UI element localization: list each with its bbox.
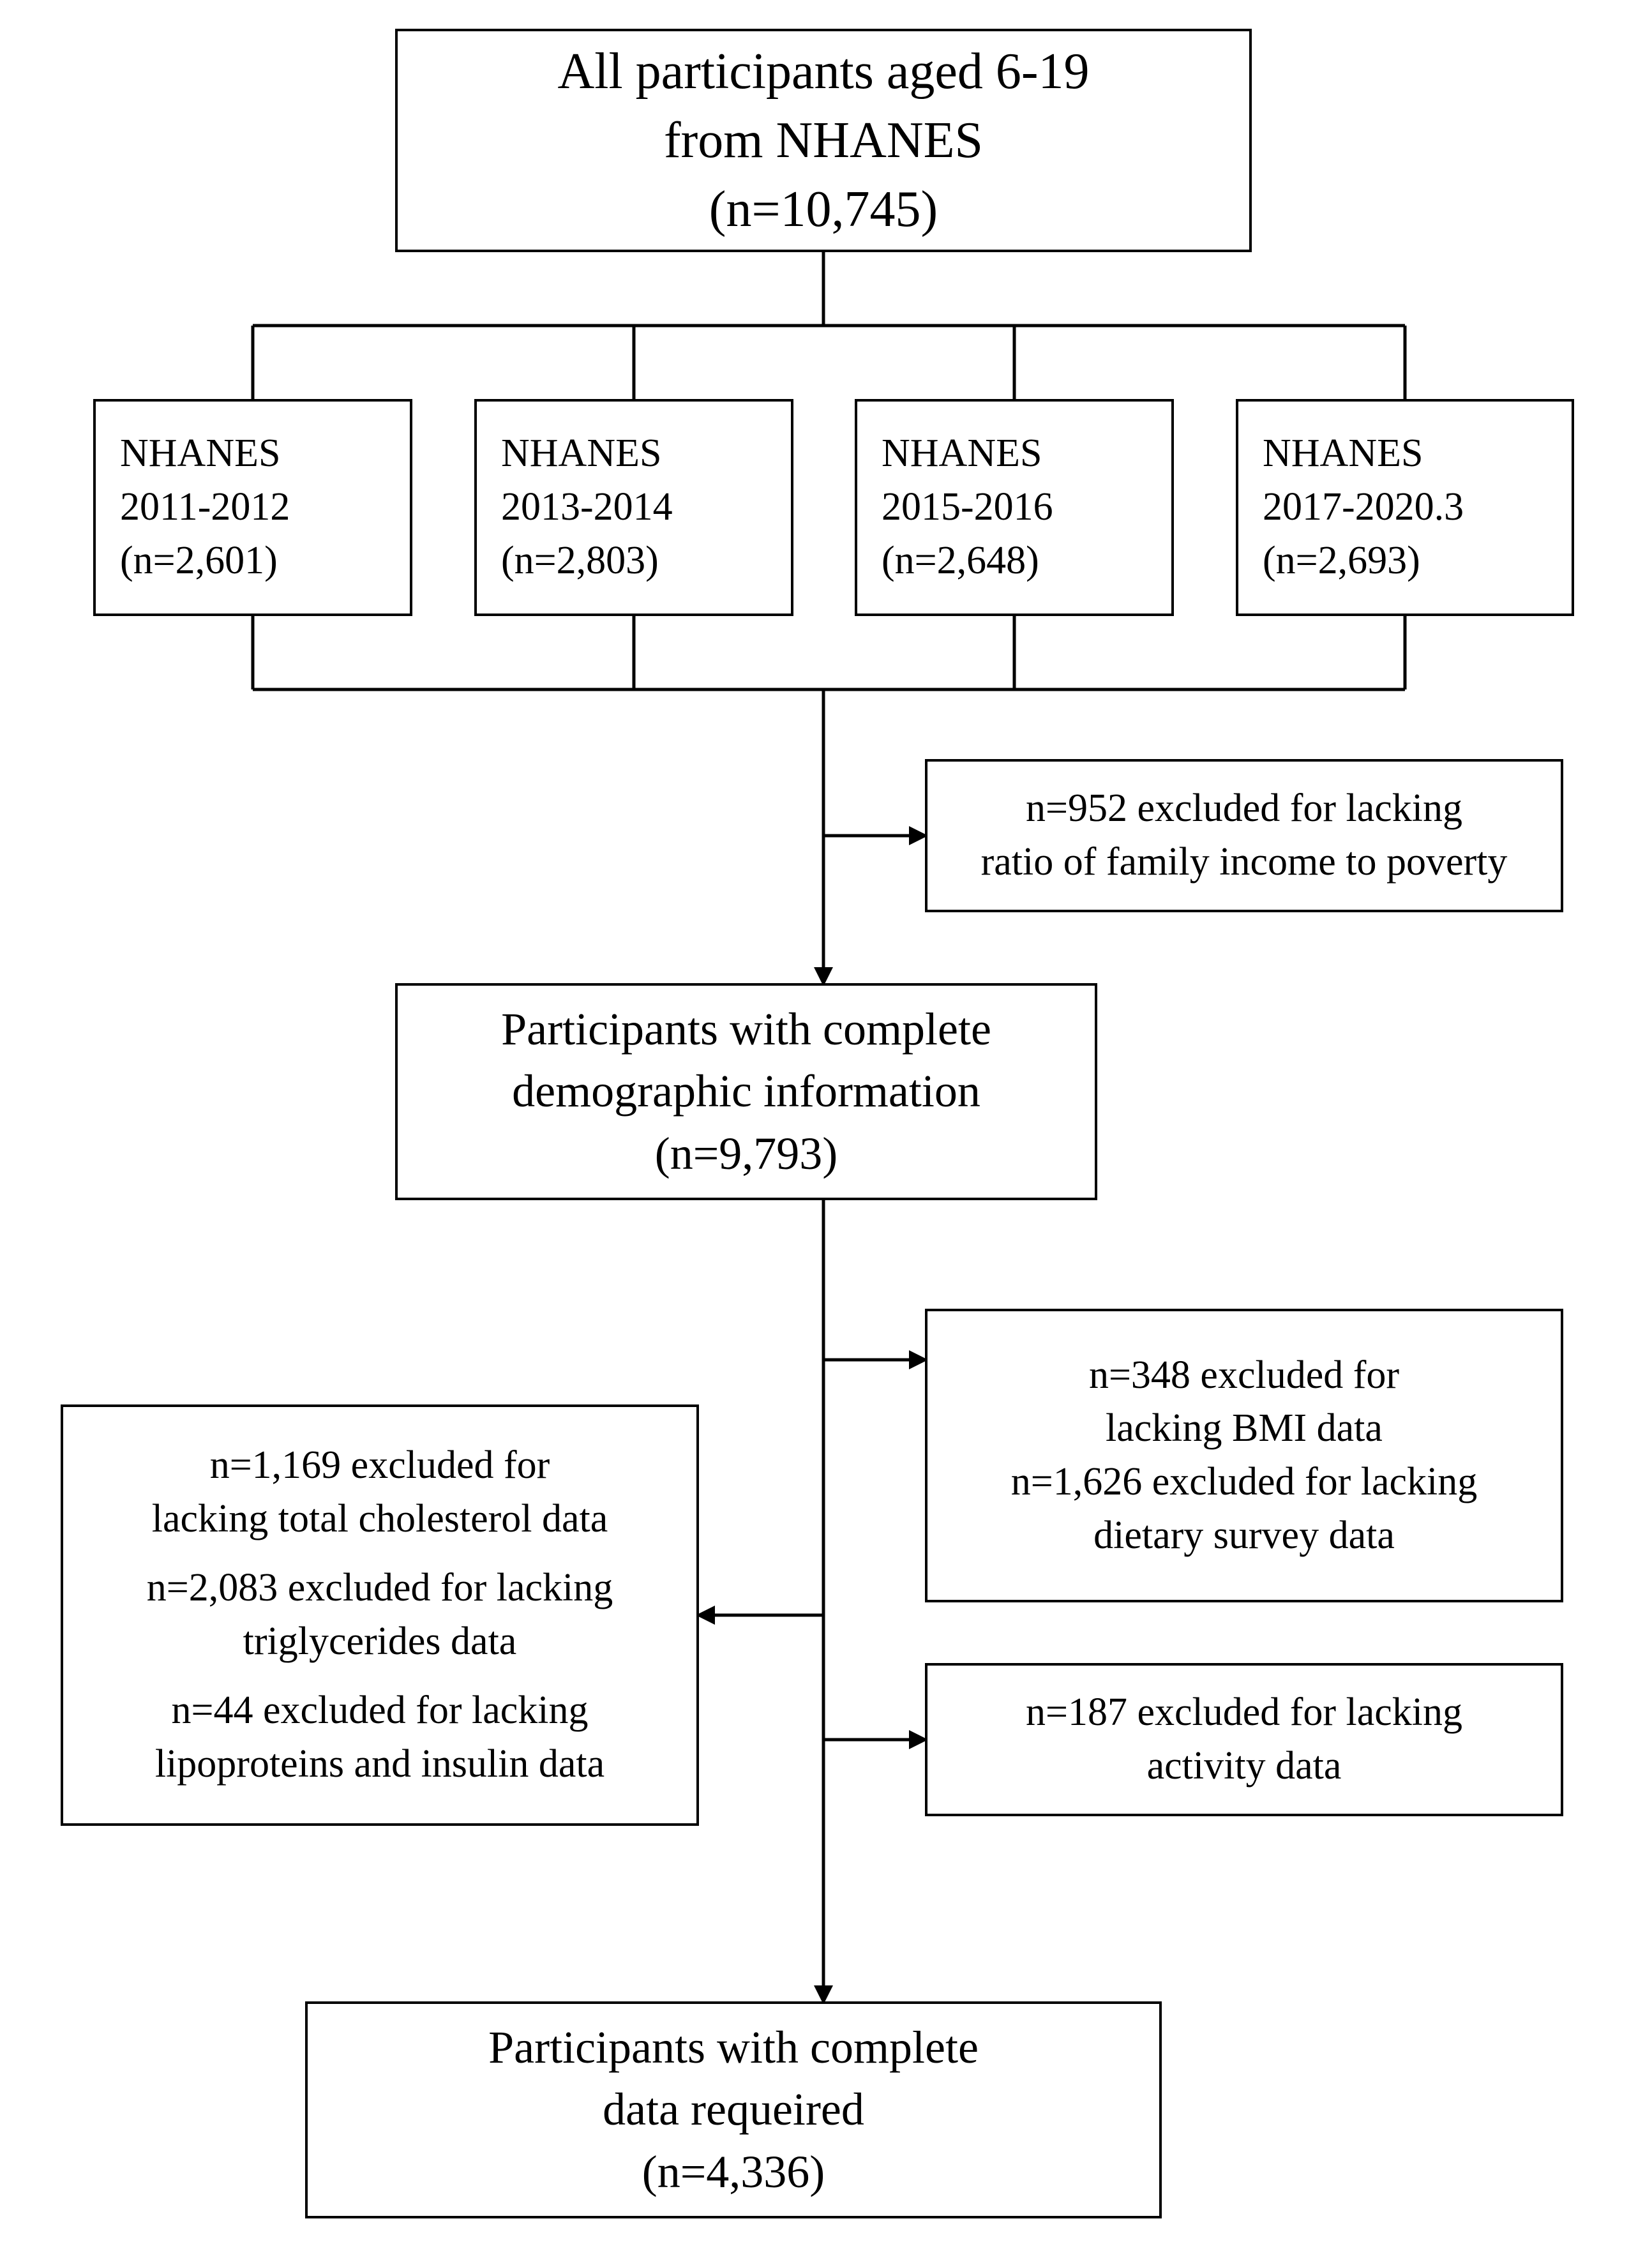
node-excl_poverty-line: n=952 excluded for lacking <box>1026 782 1462 836</box>
node-cycle3: NHANES2015-2016(n=2,648) <box>855 399 1174 616</box>
node-demographic-line: (n=9,793) <box>655 1123 838 1185</box>
flowchart-canvas: All participants aged 6-19from NHANES(n=… <box>0 0 1652 2251</box>
node-cycle3-line: (n=2,648) <box>882 534 1039 588</box>
node-cycle3-line: NHANES <box>882 427 1042 481</box>
node-top: All participants aged 6-19from NHANES(n=… <box>395 29 1252 252</box>
node-cycle2-line: (n=2,803) <box>501 534 659 588</box>
node-cycle1: NHANES2011-2012(n=2,601) <box>93 399 412 616</box>
node-excl_chol-line: n=2,083 excluded for lacking <box>147 1562 613 1615</box>
node-excl_chol-line: lacking total cholesterol data <box>152 1493 608 1546</box>
node-cycle2-line: 2013-2014 <box>501 481 673 534</box>
node-cycle4-line: NHANES <box>1263 427 1423 481</box>
node-excl_poverty-line: ratio of family income to poverty <box>981 836 1508 889</box>
node-excl_bmi_diet: n=348 excluded forlacking BMI datan=1,62… <box>925 1309 1563 1602</box>
node-excl_chol: n=1,169 excluded forlacking total choles… <box>61 1404 699 1826</box>
node-demographic-line: Participants with complete <box>501 998 991 1060</box>
node-excl_bmi_diet-line: n=1,626 excluded for lacking <box>1011 1456 1478 1509</box>
node-demographic: Participants with completedemographic in… <box>395 983 1097 1200</box>
node-demographic-line: demographic information <box>512 1060 980 1122</box>
node-top-line: from NHANES <box>664 106 983 175</box>
node-final-line: data requeired <box>603 2079 864 2141</box>
node-cycle3-line: 2015-2016 <box>882 481 1053 534</box>
node-final: Participants with completedata requeired… <box>305 2001 1162 2218</box>
node-final-line: Participants with complete <box>488 2017 979 2079</box>
node-cycle4-line: (n=2,693) <box>1263 534 1420 588</box>
node-excl_bmi_diet-line: lacking BMI data <box>1106 1402 1383 1456</box>
node-excl_chol-line: n=44 excluded for lacking <box>171 1684 588 1738</box>
node-top-line: All participants aged 6-19 <box>557 37 1089 106</box>
node-excl_activity-line: activity data <box>1147 1740 1342 1793</box>
node-cycle4: NHANES2017-2020.3(n=2,693) <box>1236 399 1574 616</box>
node-cycle1-line: NHANES <box>120 427 280 481</box>
node-excl_poverty: n=952 excluded for lackingratio of famil… <box>925 759 1563 912</box>
node-excl_bmi_diet-line: dietary survey data <box>1093 1509 1395 1563</box>
node-cycle2: NHANES2013-2014(n=2,803) <box>474 399 793 616</box>
node-cycle1-line: (n=2,601) <box>120 534 278 588</box>
node-cycle1-line: 2011-2012 <box>120 481 290 534</box>
node-excl_chol-line: n=1,169 excluded for <box>210 1439 550 1493</box>
node-excl_activity: n=187 excluded for lackingactivity data <box>925 1663 1563 1816</box>
node-excl_bmi_diet-line: n=348 excluded for <box>1089 1349 1399 1403</box>
node-excl_chol-line: triglycerides data <box>243 1615 517 1669</box>
node-excl_activity-line: n=187 excluded for lacking <box>1026 1686 1462 1740</box>
node-top-line: (n=10,745) <box>709 175 938 244</box>
node-final-line: (n=4,336) <box>642 2141 825 2203</box>
node-cycle2-line: NHANES <box>501 427 661 481</box>
node-excl_chol-line: lipoproteins and insulin data <box>155 1738 604 1791</box>
node-cycle4-line: 2017-2020.3 <box>1263 481 1464 534</box>
